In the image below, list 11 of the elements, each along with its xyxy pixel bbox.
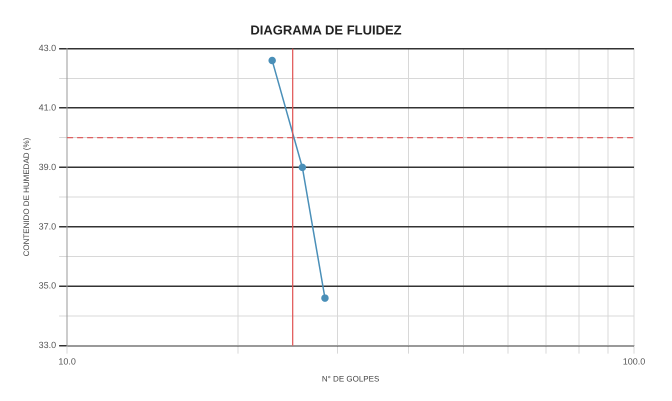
y-axis-title: CONTENIDO DE HUMEDAD (%) [22,137,32,256]
y-tick-label: 35.0 [38,280,56,291]
chart-title: DIAGRAMA DE FLUIDEZ [250,22,402,38]
y-tick-label: 37.0 [38,221,56,232]
y-tick-label: 41.0 [38,102,56,112]
y-tick-label: 33.0 [38,340,56,350]
x-tick-label: 10.0 [58,356,76,366]
x-axis-title: N° DE GOLPES [322,374,380,384]
y-tick-label: 39.0 [38,162,56,172]
y-tick-label: 43.0 [38,43,56,54]
x-tick-label: 100.0 [622,356,646,366]
